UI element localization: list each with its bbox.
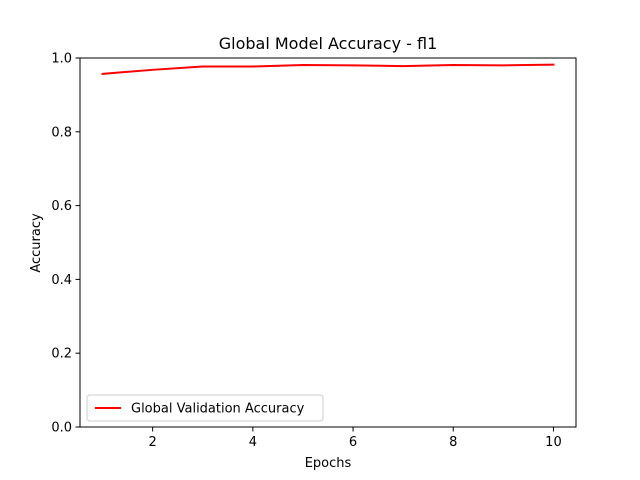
x-tick-label-10: 10 [545, 435, 562, 450]
x-tick-label-6: 6 [349, 435, 357, 450]
x-tick-label-4: 4 [249, 435, 257, 450]
x-tick-label-2: 2 [149, 435, 157, 450]
y-axis-label: Accuracy [29, 213, 44, 273]
legend-label-0: Global Validation Accuracy [131, 402, 305, 417]
y-tick-label-5: 1.0 [51, 52, 72, 67]
y-tick-label-0: 0.0 [51, 421, 72, 436]
legend-box [86, 394, 324, 422]
x-axis-label: Epochs [305, 456, 352, 471]
axes-frame [79, 57, 577, 428]
y-tick-label-4: 0.8 [51, 125, 72, 140]
x-tick-label-8: 8 [449, 435, 457, 450]
chart-title: Global Model Accuracy - fl1 [219, 34, 438, 53]
y-tick-label-2: 0.4 [51, 273, 72, 288]
series-line-0 [101, 63, 555, 75]
plot-area: 2 4 6 8 10 0.0 0.2 0.4 0.6 0.8 1.0 [51, 52, 577, 450]
y-tick-label-3: 0.6 [51, 199, 72, 214]
legend: Global Validation Accuracy [86, 394, 324, 422]
y-tick-label-1: 0.2 [51, 347, 72, 362]
